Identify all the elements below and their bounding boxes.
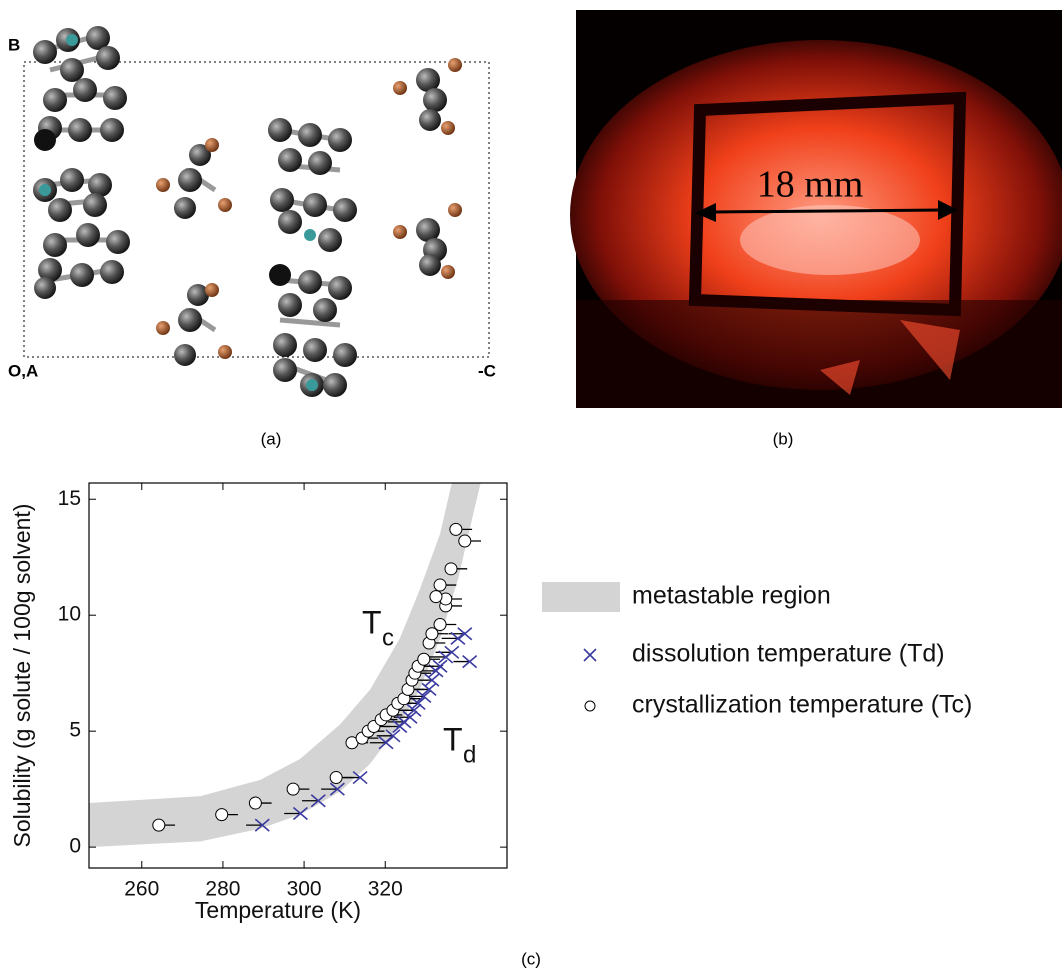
circle-marker — [434, 579, 446, 591]
legend-swatch — [542, 582, 620, 612]
panel-caption: (b) — [773, 429, 794, 448]
legend-swatch — [584, 649, 596, 661]
circle-marker — [445, 563, 457, 575]
circle-marker — [450, 523, 462, 535]
circle-marker — [459, 535, 471, 547]
plot-area — [89, 483, 481, 847]
annotation-subscript: d — [463, 741, 476, 768]
y-tick-label: 0 — [69, 835, 81, 858]
scale-label: 18 mm — [757, 164, 864, 206]
y-axis-label: Solubility (g solute / 100g solvent) — [9, 504, 35, 848]
circle-marker — [330, 772, 342, 784]
panel-caption: (a) — [261, 429, 282, 448]
axis-label: -C — [478, 361, 496, 380]
atoms — [33, 26, 447, 397]
legend-label: crystallization temperature (Tc) — [632, 691, 972, 719]
axis-label: O,A — [8, 361, 38, 380]
legend-swatch — [585, 701, 595, 711]
y-tick-label: 10 — [58, 603, 81, 626]
y-tick-label: 15 — [58, 487, 81, 510]
circle-marker — [153, 819, 165, 831]
x-axis-label: Temperature (K) — [195, 897, 361, 923]
legend-label: dissolution temperature (Td) — [632, 640, 945, 668]
annotation: T — [362, 604, 382, 640]
crystal-structure: B O,A -C — [8, 26, 496, 397]
x-tick-label: 320 — [368, 878, 403, 901]
circle-marker — [216, 809, 228, 821]
y-tick-label: 5 — [69, 719, 81, 742]
circle-marker — [287, 783, 299, 795]
crystal-photo: 18 mm — [570, 10, 1062, 408]
annotation-subscript: c — [382, 624, 394, 651]
circle-marker — [418, 653, 430, 665]
circle-marker — [249, 797, 261, 809]
figure: B O,A -C (a) 18 mm (b) 26028030032005101… — [0, 0, 1062, 971]
panel-caption: (c) — [521, 949, 541, 968]
legend-label: metastable region — [632, 582, 831, 610]
circle-marker — [434, 618, 446, 630]
annotation: T — [443, 721, 463, 757]
axis-label: B — [8, 35, 20, 54]
circle-marker — [430, 591, 442, 603]
x-tick-label: 260 — [124, 878, 159, 901]
